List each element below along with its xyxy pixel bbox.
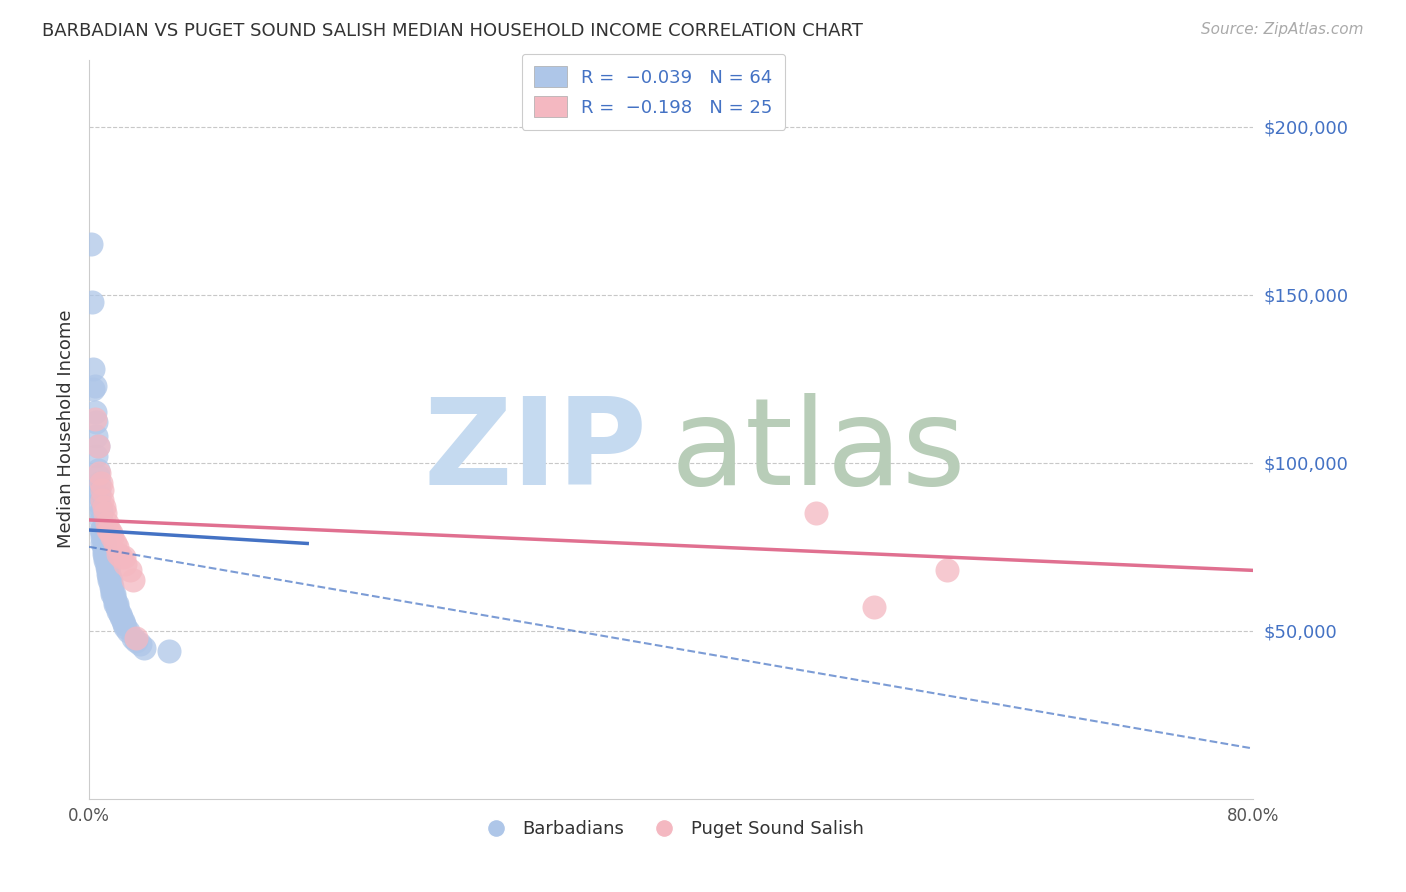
- Point: [108, 607, 131, 621]
- Point: [93, 536, 115, 550]
- Point: [90, 523, 112, 537]
- Legend: Barbadians, Puget Sound Salish: Barbadians, Puget Sound Salish: [470, 813, 872, 846]
- Point: [112, 617, 135, 632]
- Point: [936, 563, 959, 577]
- Point: [100, 574, 122, 588]
- Point: [91, 536, 114, 550]
- Point: [83, 378, 105, 392]
- Point: [118, 563, 141, 577]
- Point: [79, 237, 101, 252]
- Point: [91, 483, 114, 497]
- Point: [89, 490, 111, 504]
- Point: [90, 503, 112, 517]
- Point: [114, 557, 136, 571]
- Y-axis label: Median Household Income: Median Household Income: [58, 310, 75, 549]
- Point: [104, 536, 127, 550]
- Point: [80, 294, 103, 309]
- Point: [104, 597, 127, 611]
- Point: [98, 570, 121, 584]
- Point: [91, 523, 114, 537]
- Point: [93, 540, 115, 554]
- Point: [806, 506, 828, 520]
- Point: [124, 634, 146, 648]
- Point: [91, 526, 114, 541]
- Point: [90, 513, 112, 527]
- Point: [89, 475, 111, 490]
- Point: [97, 560, 120, 574]
- Point: [86, 449, 108, 463]
- Point: [100, 526, 122, 541]
- Point: [87, 439, 110, 453]
- Point: [90, 475, 112, 490]
- Point: [104, 593, 127, 607]
- Point: [103, 591, 125, 605]
- Point: [105, 600, 128, 615]
- Point: [87, 462, 110, 476]
- Point: [93, 543, 115, 558]
- Point: [90, 506, 112, 520]
- Point: [91, 530, 114, 544]
- Point: [94, 549, 117, 564]
- Point: [107, 547, 129, 561]
- Point: [110, 549, 132, 564]
- Text: atlas: atlas: [671, 392, 966, 510]
- Point: [96, 553, 118, 567]
- Point: [86, 429, 108, 443]
- Point: [100, 576, 122, 591]
- Point: [101, 530, 124, 544]
- Point: [93, 547, 115, 561]
- Point: [157, 644, 180, 658]
- Point: [112, 549, 135, 564]
- Point: [94, 547, 117, 561]
- Point: [83, 405, 105, 419]
- Point: [98, 566, 121, 581]
- Point: [98, 574, 121, 588]
- Point: [100, 580, 122, 594]
- Point: [87, 439, 110, 453]
- Point: [91, 492, 114, 507]
- Point: [93, 500, 115, 514]
- Point: [121, 574, 143, 588]
- Point: [83, 412, 105, 426]
- Text: Source: ZipAtlas.com: Source: ZipAtlas.com: [1201, 22, 1364, 37]
- Point: [863, 600, 886, 615]
- Point: [114, 620, 136, 634]
- Point: [96, 557, 118, 571]
- Point: [82, 361, 104, 376]
- Point: [111, 614, 134, 628]
- Point: [110, 610, 132, 624]
- Point: [101, 580, 124, 594]
- Point: [82, 382, 104, 396]
- Point: [86, 416, 108, 430]
- Point: [97, 566, 120, 581]
- Point: [105, 597, 128, 611]
- Point: [89, 496, 111, 510]
- Point: [98, 523, 121, 537]
- Point: [89, 466, 111, 480]
- Point: [103, 587, 125, 601]
- Point: [97, 563, 120, 577]
- Point: [101, 587, 124, 601]
- Point: [94, 553, 117, 567]
- Text: BARBADIAN VS PUGET SOUND SALISH MEDIAN HOUSEHOLD INCOME CORRELATION CHART: BARBADIAN VS PUGET SOUND SALISH MEDIAN H…: [42, 22, 863, 40]
- Point: [134, 640, 156, 655]
- Point: [94, 506, 117, 520]
- Point: [89, 483, 111, 497]
- Point: [124, 631, 146, 645]
- Point: [96, 516, 118, 531]
- Point: [105, 540, 128, 554]
- Point: [121, 631, 143, 645]
- Point: [129, 637, 152, 651]
- Point: [117, 624, 139, 638]
- Point: [96, 560, 118, 574]
- Point: [87, 469, 110, 483]
- Point: [101, 583, 124, 598]
- Point: [107, 604, 129, 618]
- Point: [97, 523, 120, 537]
- Text: ZIP: ZIP: [423, 392, 648, 510]
